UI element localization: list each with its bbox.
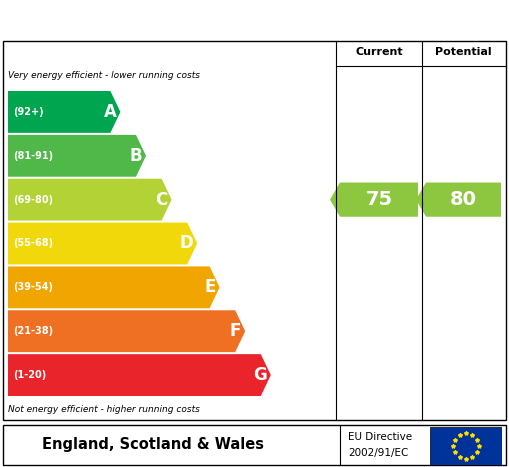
Polygon shape xyxy=(8,179,172,220)
Text: (81-91): (81-91) xyxy=(13,151,53,161)
Text: D: D xyxy=(180,234,193,253)
Text: C: C xyxy=(155,191,167,209)
Polygon shape xyxy=(330,183,418,217)
Polygon shape xyxy=(8,267,219,308)
Text: 75: 75 xyxy=(365,190,392,209)
Text: (21-38): (21-38) xyxy=(13,326,53,336)
Text: A: A xyxy=(103,103,117,121)
Text: England, Scotland & Wales: England, Scotland & Wales xyxy=(42,438,264,453)
Text: Very energy efficient - lower running costs: Very energy efficient - lower running co… xyxy=(8,71,200,80)
Polygon shape xyxy=(8,310,245,352)
Text: (69-80): (69-80) xyxy=(13,195,53,205)
Polygon shape xyxy=(8,135,146,177)
Text: Not energy efficient - higher running costs: Not energy efficient - higher running co… xyxy=(8,404,200,413)
Polygon shape xyxy=(416,183,501,217)
Text: 80: 80 xyxy=(450,190,477,209)
Text: 2002/91/EC: 2002/91/EC xyxy=(348,448,408,458)
Text: B: B xyxy=(129,147,142,165)
Polygon shape xyxy=(8,354,271,396)
Text: Current: Current xyxy=(355,47,403,57)
Text: F: F xyxy=(230,322,241,340)
Text: E: E xyxy=(204,278,216,297)
Polygon shape xyxy=(8,223,197,264)
Text: G: G xyxy=(253,366,267,384)
Text: Energy Efficiency Rating: Energy Efficiency Rating xyxy=(36,9,304,28)
Text: (1-20): (1-20) xyxy=(13,370,46,380)
Text: Potential: Potential xyxy=(435,47,492,57)
Polygon shape xyxy=(8,91,121,133)
Text: EU Directive: EU Directive xyxy=(348,432,412,442)
Text: (39-54): (39-54) xyxy=(13,283,53,292)
Text: (92+): (92+) xyxy=(13,107,44,117)
Text: (55-68): (55-68) xyxy=(13,239,53,248)
